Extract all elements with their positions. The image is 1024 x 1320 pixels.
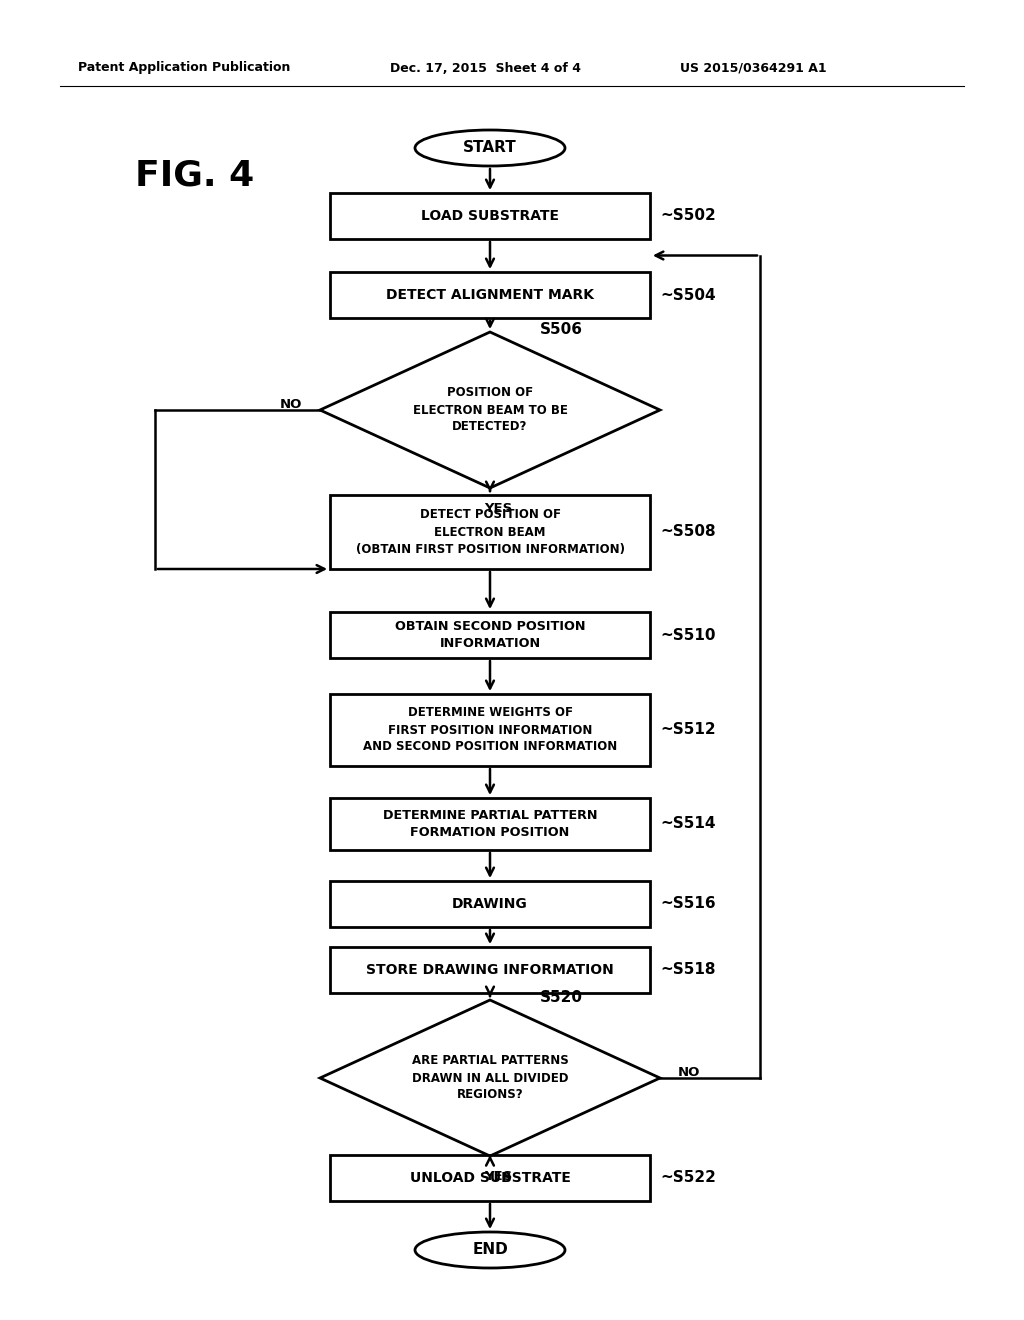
Bar (330, 193, 650, 239)
Bar (330, 612, 650, 657)
Text: POSITION OF
ELECTRON BEAM TO BE
DETECTED?: POSITION OF ELECTRON BEAM TO BE DETECTED… (413, 387, 567, 433)
Bar (330, 272, 650, 318)
Ellipse shape (415, 1232, 565, 1269)
Text: ~S518: ~S518 (660, 962, 716, 978)
Text: ARE PARTIAL PATTERNS
DRAWN IN ALL DIVIDED
REGIONS?: ARE PARTIAL PATTERNS DRAWN IN ALL DIVIDE… (412, 1055, 568, 1101)
Text: DRAWING: DRAWING (453, 898, 528, 911)
Text: US 2015/0364291 A1: US 2015/0364291 A1 (680, 62, 826, 74)
Text: LOAD SUBSTRATE: LOAD SUBSTRATE (421, 209, 559, 223)
Text: FIG. 4: FIG. 4 (135, 158, 255, 191)
Bar (330, 694, 650, 766)
Text: OBTAIN SECOND POSITION
INFORMATION: OBTAIN SECOND POSITION INFORMATION (394, 620, 586, 649)
Bar (330, 946, 650, 993)
Text: DETERMINE PARTIAL PATTERN
FORMATION POSITION: DETERMINE PARTIAL PATTERN FORMATION POSI… (383, 809, 597, 840)
Text: S520: S520 (540, 990, 583, 1006)
Text: DETECT ALIGNMENT MARK: DETECT ALIGNMENT MARK (386, 288, 594, 302)
Polygon shape (319, 333, 660, 488)
Bar (330, 880, 650, 927)
Polygon shape (319, 1001, 660, 1156)
Text: S506: S506 (540, 322, 583, 338)
Text: ~S508: ~S508 (660, 524, 716, 540)
Text: ~S510: ~S510 (660, 627, 716, 643)
Bar (330, 799, 650, 850)
Text: NO: NO (280, 397, 302, 411)
Text: ~S504: ~S504 (660, 288, 716, 302)
Text: STORE DRAWING INFORMATION: STORE DRAWING INFORMATION (367, 964, 613, 977)
Text: END: END (472, 1242, 508, 1258)
Ellipse shape (415, 129, 565, 166)
Text: DETERMINE WEIGHTS OF
FIRST POSITION INFORMATION
AND SECOND POSITION INFORMATION: DETERMINE WEIGHTS OF FIRST POSITION INFO… (362, 706, 617, 754)
Bar (330, 1155, 650, 1201)
Bar (330, 495, 650, 569)
Text: YES: YES (484, 1170, 512, 1183)
Text: NO: NO (678, 1065, 700, 1078)
Text: UNLOAD SUBSTRATE: UNLOAD SUBSTRATE (410, 1171, 570, 1185)
Text: START: START (463, 140, 517, 156)
Text: DETECT POSITION OF
ELECTRON BEAM
(OBTAIN FIRST POSITION INFORMATION): DETECT POSITION OF ELECTRON BEAM (OBTAIN… (355, 508, 625, 556)
Text: ~S502: ~S502 (660, 209, 716, 223)
Text: ~S512: ~S512 (660, 722, 716, 738)
Text: YES: YES (484, 502, 512, 515)
Text: ~S516: ~S516 (660, 896, 716, 912)
Text: ~S522: ~S522 (660, 1171, 716, 1185)
Text: Dec. 17, 2015  Sheet 4 of 4: Dec. 17, 2015 Sheet 4 of 4 (390, 62, 581, 74)
Text: Patent Application Publication: Patent Application Publication (78, 62, 291, 74)
Text: ~S514: ~S514 (660, 817, 716, 832)
